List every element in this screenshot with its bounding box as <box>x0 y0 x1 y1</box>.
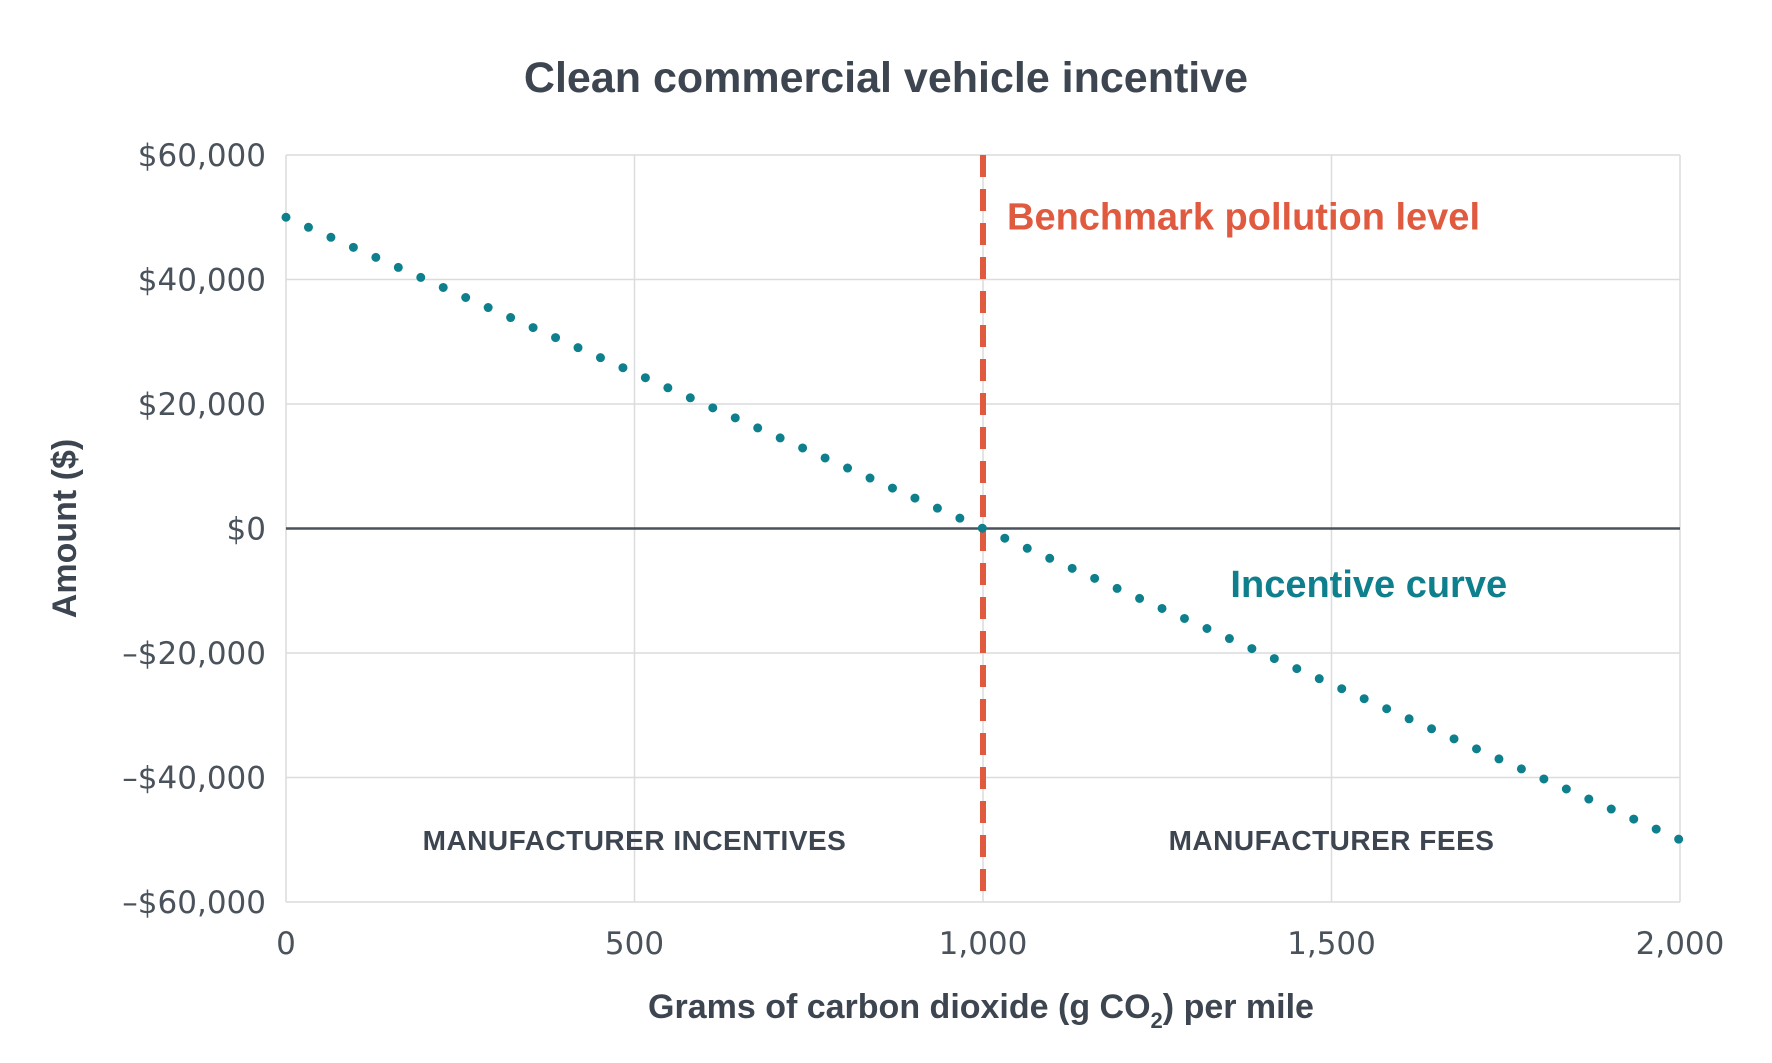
chart-title: Clean commercial vehicle incentive <box>524 54 1248 102</box>
x-tick-label: 500 <box>605 926 664 962</box>
x-tick-label: 0 <box>276 926 296 962</box>
x-axis-label-subscript: 2 <box>1151 1008 1163 1033</box>
y-tick-label: $20,000 <box>138 387 266 423</box>
incentive-curve-series <box>281 212 1685 845</box>
y-tick-label: $40,000 <box>138 263 266 299</box>
y-axis-ticks: $60,000 $40,000 $20,000 $0 –$20,000 –$40,000 –… <box>122 138 266 921</box>
y-tick-label: –$60,000 <box>122 885 266 921</box>
incentive-curve-line <box>281 212 1685 845</box>
benchmark-label: Benchmark pollution level <box>1007 197 1480 239</box>
y-tick-label: –$40,000 <box>122 761 266 797</box>
left-region-label: MANUFACTURER INCENTIVES <box>423 825 847 856</box>
y-tick-label: $0 <box>227 512 266 548</box>
x-axis-label: Grams of carbon dioxide (g CO2) per mile <box>648 988 1314 1033</box>
x-tick-label: 1,000 <box>939 926 1028 962</box>
incentive-curve-label: Incentive curve <box>1230 564 1507 606</box>
x-axis-label-main: Grams of carbon dioxide (g CO <box>648 988 1151 1026</box>
y-axis-label: Amount ($) <box>46 439 84 618</box>
x-axis-label-tail: ) per mile <box>1163 988 1314 1026</box>
y-tick-label: –$20,000 <box>122 636 266 672</box>
x-axis-ticks: 0 500 1,000 1,500 2,000 <box>276 926 1724 962</box>
x-tick-label: 1,500 <box>1287 926 1376 962</box>
x-tick-label: 2,000 <box>1636 926 1725 962</box>
right-region-label: MANUFACTURER FEES <box>1169 825 1495 856</box>
y-tick-label: $60,000 <box>138 138 266 174</box>
